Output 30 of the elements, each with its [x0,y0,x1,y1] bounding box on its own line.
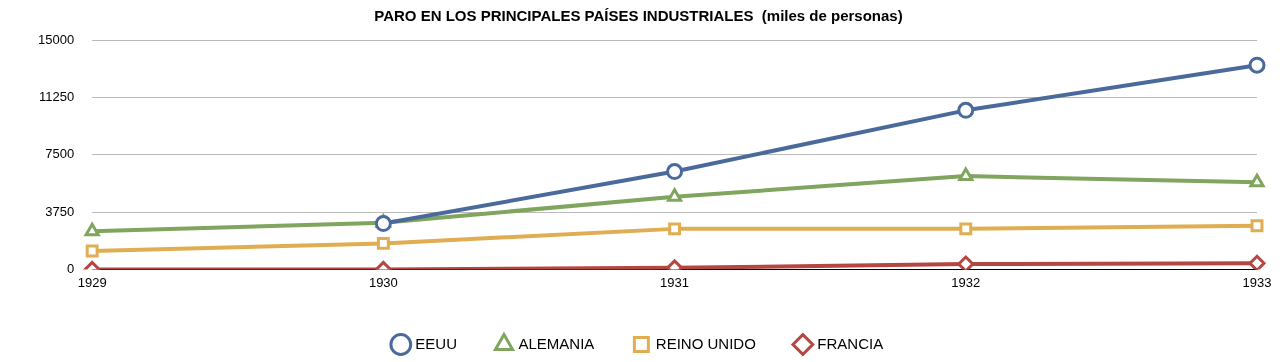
x-tick-label: 1932 [951,274,981,290]
legend-label: EEUU [415,334,457,352]
legend-label: FRANCIA [817,334,884,352]
y-tick-label: 15000 [37,31,75,47]
chart-title: PARO EN LOS PRINCIPALES PAÍSES INDUSTRIALES (miles de personas) [374,7,903,25]
point [1248,56,1266,74]
legend-label: REINO UNIDO [655,334,756,352]
point [957,255,975,270]
x-tick-label: 1929 [77,274,107,290]
y-tick-label: 0 [66,260,75,276]
x-tick-label: 1931 [660,274,690,290]
legend-label: ALEMANIA [518,334,595,352]
point [959,222,973,236]
point [666,163,684,181]
x-tick-label: 1933 [1242,274,1272,290]
y-tick-label: 3750 [45,203,75,219]
point [374,215,392,233]
point [958,167,974,182]
point [668,222,682,236]
x-tick-label: 1930 [368,274,398,290]
point [85,244,99,258]
point [1250,219,1264,233]
point [957,101,975,119]
point [1248,254,1266,270]
point [84,222,100,237]
y-tick-label: 11250 [38,88,75,104]
y-tick-label: 7500 [45,146,75,162]
point [667,188,683,202]
point [376,236,390,250]
point [1249,173,1265,188]
